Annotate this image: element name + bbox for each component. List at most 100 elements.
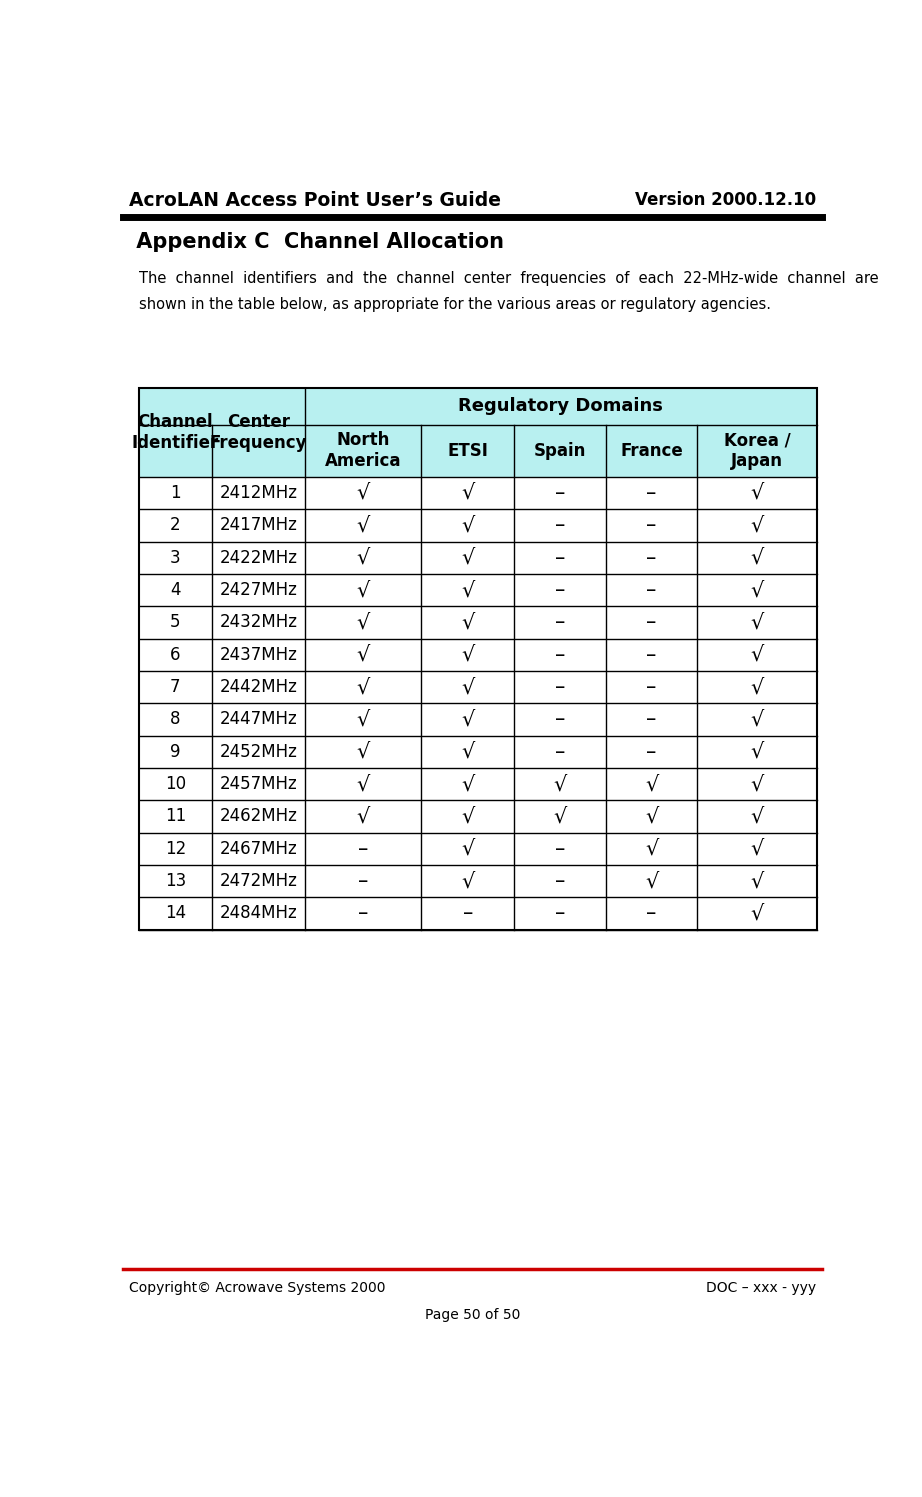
Text: –: – — [555, 838, 565, 859]
Text: √: √ — [357, 548, 370, 567]
Text: √: √ — [357, 612, 370, 632]
Text: 13: 13 — [165, 873, 186, 891]
Text: √: √ — [751, 807, 763, 826]
Text: 2412MHz: 2412MHz — [219, 484, 298, 501]
Text: √: √ — [357, 579, 370, 600]
Text: √: √ — [553, 807, 567, 826]
Text: √: √ — [553, 774, 567, 793]
Text: 6: 6 — [170, 645, 181, 663]
Text: –: – — [646, 548, 656, 567]
Text: 2442MHz: 2442MHz — [219, 678, 298, 696]
Text: shown in the table below, as appropriate for the various areas or regulatory age: shown in the table below, as appropriate… — [138, 296, 771, 311]
Text: 12: 12 — [165, 840, 186, 858]
Text: –: – — [646, 710, 656, 729]
Text: –: – — [463, 904, 473, 924]
Text: –: – — [358, 838, 369, 859]
Text: √: √ — [751, 774, 763, 793]
Text: 2417MHz: 2417MHz — [219, 516, 298, 534]
Bar — [138, 478, 817, 930]
Text: –: – — [555, 579, 565, 600]
Text: √: √ — [751, 548, 763, 567]
Text: –: – — [646, 612, 656, 632]
Text: Version 2000.12.10: Version 2000.12.10 — [634, 192, 816, 210]
Text: Regulatory Domains: Regulatory Domains — [458, 397, 663, 415]
Text: Center
Frequency: Center Frequency — [210, 413, 307, 452]
Text: Copyright© Acrowave Systems 2000: Copyright© Acrowave Systems 2000 — [129, 1281, 385, 1295]
Text: 2447MHz: 2447MHz — [219, 711, 298, 729]
Text: √: √ — [751, 515, 763, 536]
Text: ETSI: ETSI — [447, 442, 489, 460]
Text: 2467MHz: 2467MHz — [219, 840, 298, 858]
Text: √: √ — [461, 515, 475, 536]
Text: √: √ — [644, 838, 658, 859]
Text: 2462MHz: 2462MHz — [219, 807, 298, 825]
Text: Spain: Spain — [534, 442, 586, 460]
Text: √: √ — [751, 612, 763, 632]
Text: 3: 3 — [170, 549, 181, 567]
Text: √: √ — [357, 515, 370, 536]
Text: √: √ — [461, 710, 475, 729]
Text: √: √ — [461, 807, 475, 826]
Text: √: √ — [461, 774, 475, 793]
Text: √: √ — [461, 579, 475, 600]
Text: √: √ — [644, 807, 658, 826]
Text: √: √ — [644, 774, 658, 793]
Text: √: √ — [461, 548, 475, 567]
Text: √: √ — [751, 904, 763, 924]
Text: France: France — [621, 442, 683, 460]
Text: –: – — [646, 484, 656, 503]
Text: √: √ — [357, 807, 370, 826]
Text: –: – — [646, 741, 656, 762]
Text: √: √ — [357, 484, 370, 503]
Text: √: √ — [751, 871, 763, 891]
Text: √: √ — [751, 484, 763, 503]
Text: 2452MHz: 2452MHz — [219, 743, 298, 760]
Bar — [138, 388, 817, 930]
Text: –: – — [555, 677, 565, 698]
Text: Page 50 of 50: Page 50 of 50 — [425, 1308, 520, 1322]
Text: 14: 14 — [165, 904, 186, 922]
Text: –: – — [555, 515, 565, 536]
Text: –: – — [646, 904, 656, 924]
Text: √: √ — [461, 838, 475, 859]
Text: √: √ — [461, 871, 475, 891]
Text: 5: 5 — [170, 614, 181, 632]
Text: –: – — [646, 515, 656, 536]
Text: √: √ — [357, 774, 370, 793]
Text: 7: 7 — [170, 678, 181, 696]
Text: –: – — [646, 645, 656, 665]
Text: 10: 10 — [165, 775, 186, 793]
Text: √: √ — [751, 741, 763, 762]
Text: Appendix C  Channel Allocation: Appendix C Channel Allocation — [129, 232, 504, 251]
Text: AcroLAN Access Point User’s Guide: AcroLAN Access Point User’s Guide — [129, 192, 502, 210]
Text: 2457MHz: 2457MHz — [219, 775, 298, 793]
Text: DOC – xxx - yyy: DOC – xxx - yyy — [705, 1281, 816, 1295]
Text: –: – — [555, 645, 565, 665]
Text: √: √ — [357, 677, 370, 698]
Text: √: √ — [461, 645, 475, 665]
Text: √: √ — [751, 677, 763, 698]
Text: –: – — [555, 904, 565, 924]
Text: 8: 8 — [170, 711, 181, 729]
Text: √: √ — [357, 710, 370, 729]
Text: –: – — [646, 579, 656, 600]
Text: 2427MHz: 2427MHz — [219, 581, 298, 599]
Text: √: √ — [751, 710, 763, 729]
Text: –: – — [358, 904, 369, 924]
Text: 9: 9 — [170, 743, 181, 760]
Text: 2472MHz: 2472MHz — [219, 873, 298, 891]
Text: Korea /
Japan: Korea / Japan — [724, 431, 790, 470]
Text: 4: 4 — [170, 581, 181, 599]
Bar — [138, 388, 817, 478]
Text: √: √ — [751, 579, 763, 600]
Text: 2484MHz: 2484MHz — [219, 904, 298, 922]
Text: 2: 2 — [170, 516, 181, 534]
Text: Channel
Identifier: Channel Identifier — [132, 413, 219, 452]
Text: 2422MHz: 2422MHz — [219, 549, 298, 567]
Text: –: – — [555, 741, 565, 762]
Text: √: √ — [461, 741, 475, 762]
Text: √: √ — [461, 677, 475, 698]
Text: 2432MHz: 2432MHz — [219, 614, 298, 632]
Text: √: √ — [751, 645, 763, 665]
Text: 2437MHz: 2437MHz — [219, 645, 298, 663]
